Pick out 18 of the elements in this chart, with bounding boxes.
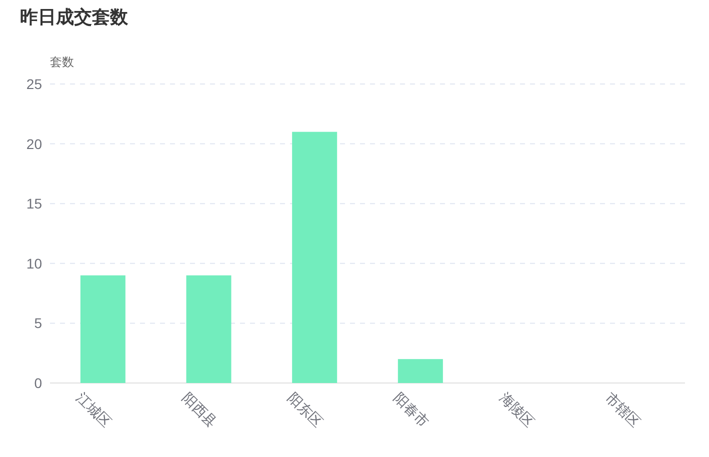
x-tick-label: 海陵区 (496, 389, 538, 430)
x-tick-label: 阳春市 (390, 389, 432, 430)
bar (186, 275, 232, 383)
bar (398, 359, 443, 383)
y-axis-title: 套数 (50, 55, 74, 69)
x-tick-label: 江城区 (73, 389, 114, 430)
y-tick-label: 10 (26, 255, 42, 272)
y-tick-label: 15 (26, 196, 42, 212)
y-tick-label: 25 (26, 76, 42, 92)
chart-title: 昨日成交套数 (20, 7, 129, 27)
bar (80, 275, 126, 383)
y-tick-label: 20 (26, 136, 42, 152)
y-tick-label: 0 (34, 375, 42, 391)
x-tick-label: 市辖区 (602, 389, 644, 430)
y-tick-label: 5 (34, 315, 42, 332)
x-tick-label: 阳东区 (285, 389, 326, 430)
x-tick-label: 阳西县 (179, 389, 220, 430)
bar (292, 132, 338, 383)
